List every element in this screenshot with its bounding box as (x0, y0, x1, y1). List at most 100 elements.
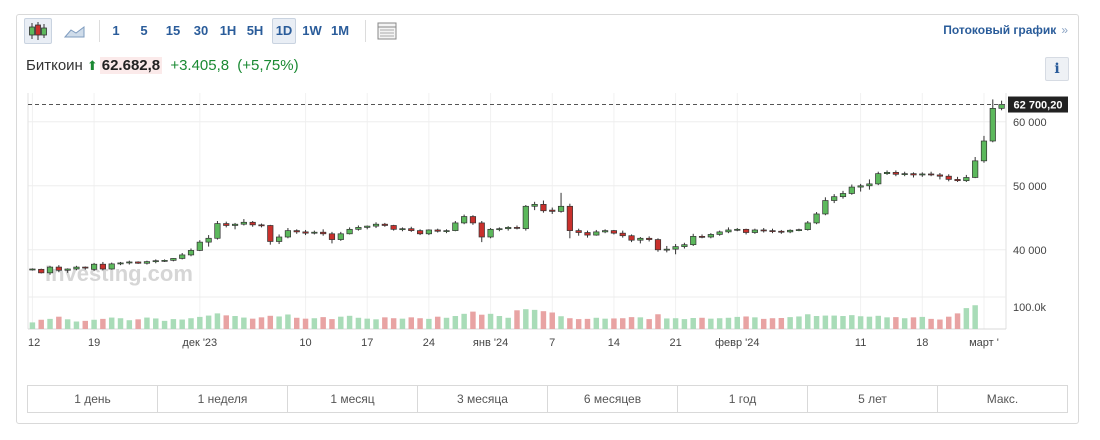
volume-bar (302, 318, 309, 329)
candle-down (408, 228, 415, 231)
volume-bar (531, 309, 538, 329)
interval-1d[interactable]: 1D (272, 18, 296, 44)
volume-bar (64, 319, 71, 329)
candle-up (672, 246, 679, 250)
range-1-day[interactable]: 1 день (74, 392, 111, 406)
candle-down (293, 230, 300, 233)
last-price: 62.682,8 (99, 57, 163, 74)
range-1-week[interactable]: 1 неделя (157, 386, 287, 412)
range-max[interactable]: Макс. (937, 386, 1067, 412)
range-5-years[interactable]: 5 лет (807, 386, 937, 412)
candle-up (425, 229, 432, 235)
price-change-percent: (+5,75%) (237, 57, 299, 74)
x-tick-label: 14 (608, 337, 620, 349)
candle-up (883, 172, 891, 174)
volume-bar (628, 317, 635, 329)
candle-down (135, 261, 142, 264)
streaming-chart-link[interactable]: Потоковый график » (943, 23, 1068, 37)
interval-5[interactable]: 5 (140, 23, 148, 38)
volume-bar (514, 310, 520, 329)
range-1-year[interactable]: 1 год (677, 386, 807, 412)
last-price-label: 62 700,20 (1014, 100, 1063, 112)
volume-bar (796, 316, 802, 329)
candle-up (452, 222, 459, 231)
volume-bar (575, 319, 582, 329)
volume-bar (928, 318, 934, 329)
candle-up (143, 261, 151, 264)
info-button[interactable]: i (1045, 57, 1069, 81)
candle-down (769, 230, 776, 232)
volume-bar (910, 317, 917, 329)
volume-bar (954, 313, 961, 329)
candle-up (690, 236, 697, 246)
candle-down (742, 228, 750, 233)
area-chart-icon[interactable] (62, 19, 88, 43)
candle-up (90, 263, 98, 270)
interval-5h[interactable]: 5H (246, 23, 264, 38)
range-6-months[interactable]: 6 месяцев (547, 386, 677, 412)
volume-bar (320, 317, 326, 329)
candle-up (637, 237, 644, 241)
interval-30[interactable]: 30 (193, 23, 209, 38)
candle-up (399, 228, 406, 231)
candle-up (346, 228, 353, 235)
volume-bar (232, 316, 238, 329)
candle-down (469, 216, 477, 224)
range-3-months[interactable]: 3 месяца (417, 386, 547, 412)
volume-bar (197, 316, 203, 329)
candle-up (187, 250, 195, 256)
volume-bar (452, 316, 459, 329)
volume-bar (382, 317, 388, 329)
interval-15[interactable]: 15 (165, 23, 181, 38)
volume-bar (29, 322, 36, 329)
candle-up (998, 104, 1005, 109)
volume-bar (708, 318, 714, 329)
volume-bar (945, 316, 952, 329)
y-tick-label: 40 000 (1013, 245, 1047, 257)
volume-bar (170, 319, 177, 329)
candle-up (29, 268, 36, 271)
candle-up (73, 266, 80, 270)
candle-up (725, 229, 732, 233)
chart-widget: 1 5 15 30 1H 5H 1D 1W 1M Потоковый графи… (16, 14, 1079, 424)
volume-bar (373, 319, 379, 329)
candle-down (302, 231, 309, 234)
volume-bar (805, 314, 811, 329)
candle-down (249, 221, 256, 226)
candle-up (179, 254, 186, 259)
volume-bar (655, 314, 661, 329)
volume-bar (778, 318, 785, 329)
x-tick-label: 19 (88, 337, 100, 349)
volume-bar (126, 320, 133, 329)
volume-bar (153, 318, 159, 329)
candle-down (575, 230, 582, 233)
volume-bar (716, 318, 723, 329)
volume-bar (664, 318, 670, 329)
x-tick-label: 24 (423, 337, 435, 349)
candlestick-chart-icon[interactable] (24, 18, 52, 44)
volume-bar (276, 316, 282, 329)
candle-up (117, 262, 124, 265)
candlestick-chart[interactable]: Investing.com 62 700,20 40 000 50 000 60 000… (17, 89, 1078, 359)
volume-bar (699, 317, 705, 329)
candle-up (311, 231, 318, 234)
volume-bar (56, 316, 62, 329)
y-tick-label: 50 000 (1013, 181, 1047, 193)
candle-down (619, 232, 626, 237)
volume-bar (443, 317, 450, 329)
x-tick-label: 11 (855, 337, 866, 349)
interval-1[interactable]: 1 (112, 23, 120, 38)
interval-1m[interactable]: 1M (330, 23, 350, 38)
volume-bar (329, 319, 335, 329)
volume-bar (487, 313, 494, 329)
candle-up (787, 229, 794, 233)
range-1-month[interactable]: 1 месяц (287, 386, 417, 412)
table-view-icon[interactable] (374, 19, 400, 43)
y-tick-label: 60 000 (1013, 117, 1047, 129)
interval-1h[interactable]: 1H (219, 23, 237, 38)
x-tick-label: янв '24 (473, 337, 508, 349)
interval-1w[interactable]: 1W (302, 23, 322, 38)
volume-bar (972, 305, 978, 329)
candle-up (126, 261, 133, 264)
chart-toolbar: 1 5 15 30 1H 5H 1D 1W 1M Потоковый графи… (17, 15, 1078, 47)
